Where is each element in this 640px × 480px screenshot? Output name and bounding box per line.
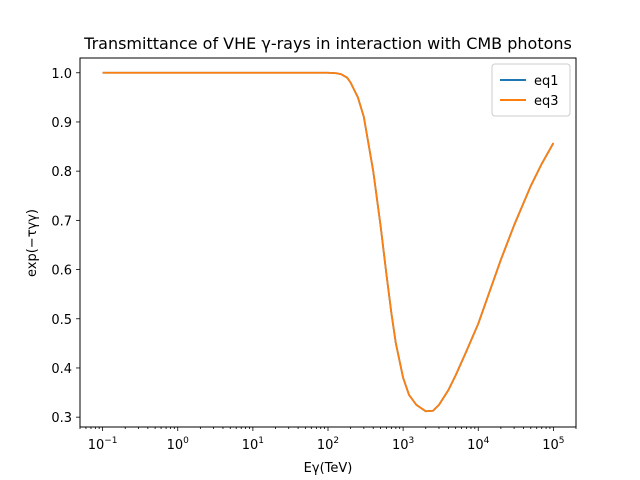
x-tick-label: 104 xyxy=(467,436,490,453)
y-axis-label: exp(−τγγ) xyxy=(25,209,40,277)
y-tick-label: 0.4 xyxy=(51,362,72,377)
y-tick-label: 0.8 xyxy=(51,165,72,180)
legend-label-eq1: eq1 xyxy=(534,74,559,89)
chart-title: Transmittance of VHE γ-rays in interacti… xyxy=(83,34,572,53)
x-tick-label: 103 xyxy=(392,436,414,453)
x-tick-label: 100 xyxy=(167,436,190,453)
x-tick-label: 105 xyxy=(542,436,564,453)
y-tick-label: 0.6 xyxy=(51,264,72,279)
x-tick-label: 10−1 xyxy=(88,436,118,453)
y-tick-label: 0.7 xyxy=(51,214,72,229)
y-axis-ticks: 0.3 0.4 0.5 0.6 0.7 0.8 0.9 1.0 xyxy=(51,67,80,426)
series-line-eq3 xyxy=(102,71,555,413)
x-tick-label: 101 xyxy=(242,436,264,453)
legend-box xyxy=(491,63,571,117)
y-tick-label: 0.5 xyxy=(51,313,72,328)
y-tick-label: 1.0 xyxy=(51,67,72,82)
y-tick-label: 0.3 xyxy=(51,411,72,426)
x-axis-ticks: 10−1 100 101 102 103 104 105 xyxy=(79,427,577,453)
y-tick-label: 0.9 xyxy=(51,116,72,131)
x-tick-label: 102 xyxy=(317,436,339,453)
legend-label-eq3: eq3 xyxy=(534,94,559,109)
x-axis-label: Eγ(TeV) xyxy=(304,461,353,476)
